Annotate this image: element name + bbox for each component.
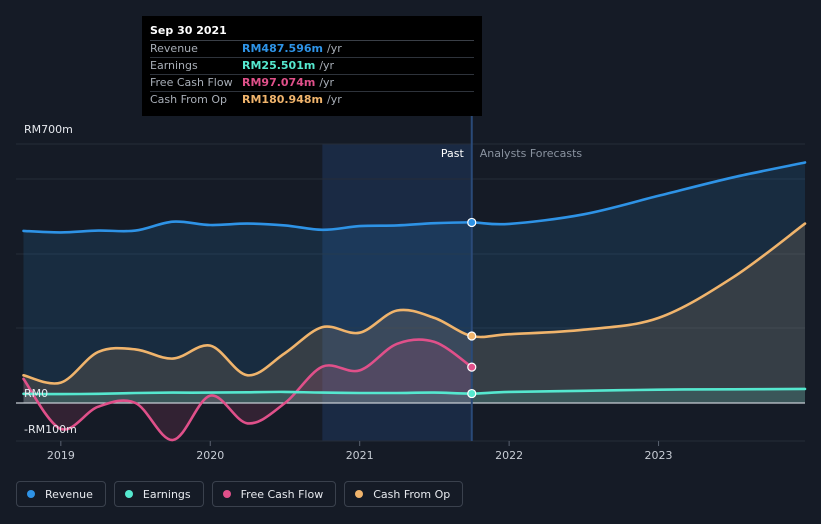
highlight-band xyxy=(322,144,472,441)
y-axis-labels: RM700m RM0 -RM100m xyxy=(24,123,77,436)
free-cash-flow-area xyxy=(23,339,472,441)
tooltip-value: RM25.501m xyxy=(242,59,316,72)
legend-label: Revenue xyxy=(45,487,93,501)
series-markers xyxy=(467,217,477,399)
legend-dot-icon xyxy=(355,490,364,498)
tooltip-row-cash-from-op: Cash From Op RM180.948m /yr xyxy=(150,92,474,108)
earnings-line xyxy=(22,387,807,396)
free-cash-flow-line xyxy=(22,338,474,442)
legend-item-cash-from-op[interactable]: Cash From Op xyxy=(344,481,464,507)
revenue-area xyxy=(23,162,805,403)
x-tick-label: 2023 xyxy=(645,449,673,462)
legend: Revenue Earnings Free Cash Flow Cash Fro… xyxy=(16,481,464,507)
tooltip-label: Cash From Op xyxy=(150,93,228,106)
tooltip-label: Revenue xyxy=(150,42,198,55)
x-tick-label: 2021 xyxy=(346,449,374,462)
legend-item-free-cash-flow[interactable]: Free Cash Flow xyxy=(211,481,337,507)
legend-label: Free Cash Flow xyxy=(240,487,324,501)
legend-item-revenue[interactable]: Revenue xyxy=(16,481,106,507)
x-axis-ticks: 2019 2020 2021 2022 2023 xyxy=(47,441,673,462)
tooltip-unit: /yr xyxy=(319,59,335,72)
x-tick-label: 2020 xyxy=(196,449,224,462)
tooltip-value: RM487.596m xyxy=(242,42,323,55)
tooltip-row-free-cash-flow: Free Cash Flow RM97.074m /yr xyxy=(150,75,474,92)
cash-from-op-line xyxy=(22,222,807,385)
past-label: Past xyxy=(441,147,465,160)
tooltip-unit: /yr xyxy=(326,93,342,106)
tooltip-unit: /yr xyxy=(326,42,342,55)
tooltip-date: Sep 30 2021 xyxy=(150,24,474,41)
free-cash-flow-marker xyxy=(467,362,477,372)
x-tick-label: 2022 xyxy=(495,449,523,462)
tooltip-label: Free Cash Flow xyxy=(150,76,233,89)
legend-dot-icon xyxy=(27,490,35,498)
tooltip-label: Earnings xyxy=(150,59,198,72)
grid-lines xyxy=(16,143,805,442)
y-tick-label: RM0 xyxy=(24,387,48,400)
forecast-label: Analysts Forecasts xyxy=(480,147,583,160)
legend-item-earnings[interactable]: Earnings xyxy=(113,481,204,507)
y-tick-label: RM700m xyxy=(24,123,73,136)
tooltip-value: RM97.074m xyxy=(242,76,316,89)
tooltip-row-earnings: Earnings RM25.501m /yr xyxy=(150,58,474,75)
tooltip-row-revenue: Revenue RM487.596m /yr xyxy=(150,41,474,58)
revenue-line xyxy=(22,161,807,234)
earnings-marker xyxy=(467,388,477,399)
series-lines xyxy=(22,161,807,442)
revenue-marker xyxy=(467,217,477,228)
cash-from-op-area xyxy=(23,223,805,403)
x-tick-label: 2019 xyxy=(47,449,75,462)
cash-from-op-marker xyxy=(467,331,477,341)
legend-dot-icon xyxy=(222,490,231,498)
legend-label: Cash From Op xyxy=(373,487,451,501)
series-areas xyxy=(23,162,805,441)
tooltip-value: RM180.948m xyxy=(242,93,323,106)
tooltip: Sep 30 2021 Revenue RM487.596m /yr Earni… xyxy=(142,16,482,116)
legend-dot-icon xyxy=(124,490,133,498)
y-tick-label: -RM100m xyxy=(24,423,77,436)
legend-label: Earnings xyxy=(142,487,191,501)
tooltip-unit: /yr xyxy=(319,76,335,89)
